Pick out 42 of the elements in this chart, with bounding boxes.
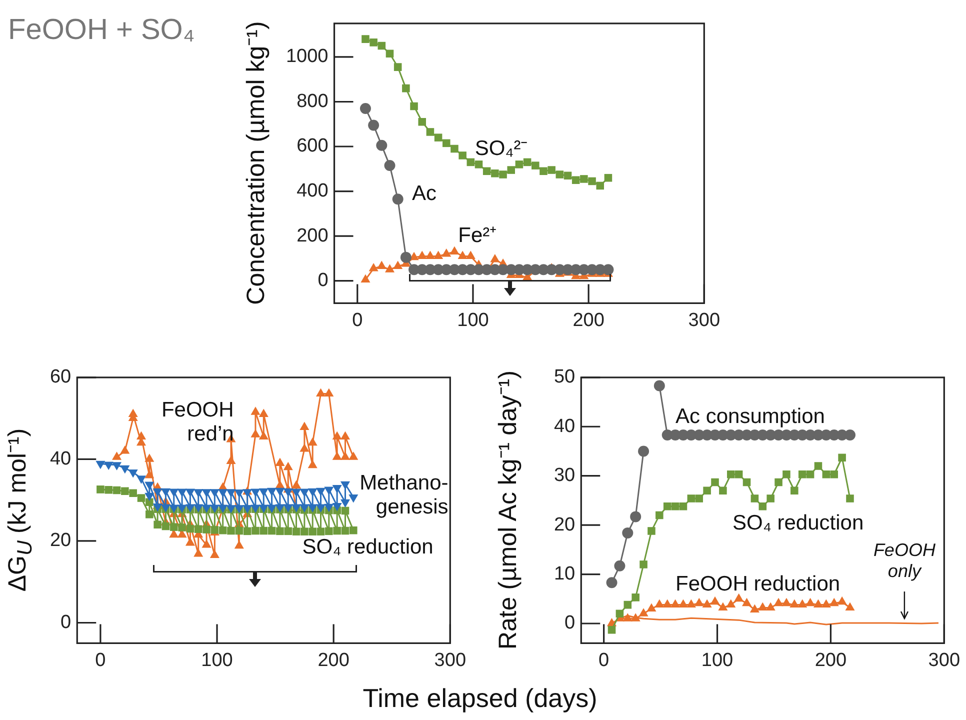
text: FeOOH + SO₄: [8, 14, 195, 47]
y-tick-label: 800: [296, 90, 328, 112]
series-label: FeOOH red’n: [161, 398, 234, 446]
y-tick-label: 600: [296, 136, 328, 157]
x-tick-label: 300: [688, 310, 720, 331]
y-tick-label: 30: [554, 465, 576, 486]
y-axis-title: Concentration (µmol kg⁻¹): [241, 21, 271, 306]
x-tick-label: 200: [572, 310, 604, 331]
y-tick-label: 20: [50, 530, 72, 552]
x-axis-title: Time elapsed (days): [362, 683, 598, 714]
annotation: FeOOH only: [873, 540, 936, 581]
y-tick-label: 20: [554, 514, 576, 536]
x-tick-label: 300: [928, 650, 960, 671]
y-tick-label: 0: [60, 612, 72, 633]
x-tick-label: 0: [95, 650, 106, 671]
y-tick-label: 40: [50, 448, 72, 470]
x-tick-label: 200: [814, 650, 847, 671]
series-label: SO₄ reduction: [302, 535, 434, 558]
x-tick-label: 300: [434, 650, 466, 671]
y-tick-label: 0: [318, 270, 328, 292]
x-tick-label: 0: [598, 650, 610, 671]
y-tick-label: 40: [554, 416, 576, 437]
y-tick-label: 400: [296, 180, 328, 202]
y-tick-label: 10: [554, 564, 576, 585]
series-label: Methano- genesis: [360, 471, 448, 519]
y-axis-title: Rate (µmol Ac kg⁻¹ day⁻¹): [493, 370, 523, 650]
y-tick-label: 0: [564, 612, 576, 634]
y-tick-label: 200: [296, 225, 328, 246]
x-tick-label: 200: [318, 650, 350, 671]
y-tick-label: 50: [554, 366, 576, 388]
x-tick-label: 0: [352, 310, 363, 331]
series-label: FeOOH reduction: [676, 572, 840, 596]
series-label: Ac consumption: [676, 405, 825, 428]
y-tick-label: 60: [50, 366, 72, 388]
series-label: Fe²⁺: [458, 224, 497, 247]
x-tick-label: 100: [457, 310, 489, 331]
series-label: SO₄²⁻: [474, 137, 528, 160]
series-label: Ac: [412, 182, 436, 205]
x-tick-label: 100: [701, 650, 734, 671]
series-label: SO₄ reduction: [732, 511, 864, 534]
y-tick-label: 1000: [286, 46, 328, 68]
x-tick-label: 100: [201, 650, 233, 671]
